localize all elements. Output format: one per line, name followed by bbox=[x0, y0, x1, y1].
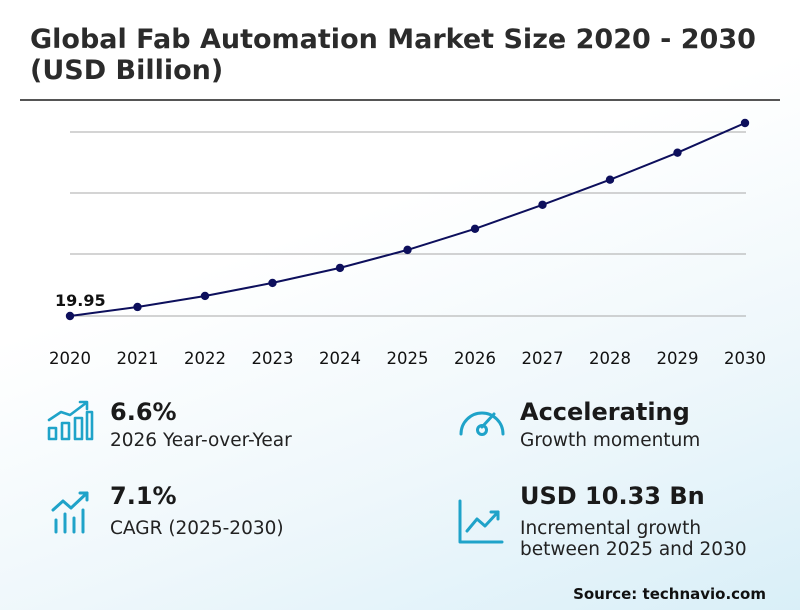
stat-yoy: 6.6% 2026 Year-over-Year bbox=[110, 398, 292, 451]
series-line bbox=[69, 122, 746, 317]
data-point-2026 bbox=[470, 224, 480, 234]
stat-incremental-desc-line2: between 2025 and 2030 bbox=[520, 539, 747, 560]
data-point-2029 bbox=[673, 148, 682, 157]
x-tick-2029: 2029 bbox=[657, 349, 699, 368]
stat-yoy-desc: 2026 Year-over-Year bbox=[110, 430, 292, 451]
data-points bbox=[65, 118, 750, 321]
x-tick-2020: 2020 bbox=[49, 349, 91, 368]
x-tick-2027: 2027 bbox=[522, 349, 564, 368]
x-tick-2024: 2024 bbox=[319, 349, 361, 368]
stat-cagr-desc: CAGR (2025-2030) bbox=[110, 518, 284, 539]
stat-momentum: Accelerating Growth momentum bbox=[520, 398, 700, 451]
stat-incremental-value: USD 10.33 Bn bbox=[520, 482, 705, 510]
data-labels: 19.95 bbox=[55, 291, 106, 310]
x-tick-2028: 2028 bbox=[589, 349, 631, 368]
stat-cagr: 7.1% CAGR (2025-2030) bbox=[110, 482, 284, 539]
chart-title: Global Fab Automation Market Size 2020 -… bbox=[30, 24, 756, 86]
data-point-2022 bbox=[200, 291, 210, 301]
line-chart: 2020 2021 2022 2023 2024 2025 2026 2027 2028 2029… bbox=[49, 118, 766, 368]
stat-momentum-desc: Growth momentum bbox=[520, 430, 701, 451]
line-chart-growth-icon bbox=[458, 499, 504, 544]
bar-chart-growth-icon bbox=[47, 400, 94, 441]
data-point-2027 bbox=[538, 200, 547, 209]
source-credit: Source: technavio.com bbox=[573, 585, 766, 603]
data-point-2028 bbox=[605, 175, 615, 184]
data-point-2030 bbox=[740, 118, 750, 128]
x-tick-2023: 2023 bbox=[252, 349, 294, 368]
data-point-2023 bbox=[268, 278, 277, 288]
stat-cagr-value: 7.1% bbox=[110, 482, 177, 510]
speedometer-icon bbox=[459, 411, 505, 436]
x-tick-2021: 2021 bbox=[117, 349, 159, 368]
data-point-2021 bbox=[133, 302, 142, 312]
data-point-2024 bbox=[335, 263, 345, 273]
x-axis-ticks: 2020 2021 2022 2023 2024 2025 2026 2027 2028 2029… bbox=[49, 349, 766, 368]
data-point-2020 bbox=[65, 311, 75, 321]
stat-momentum-value: Accelerating bbox=[520, 398, 690, 426]
stat-incremental: USD 10.33 Bn Incremental growth between … bbox=[520, 482, 747, 560]
gridlines bbox=[70, 131, 746, 317]
data-label-2020: 19.95 bbox=[55, 291, 106, 310]
title-divider bbox=[20, 99, 780, 101]
data-point-2025 bbox=[403, 245, 412, 255]
trend-bars-icon bbox=[51, 491, 89, 534]
stat-yoy-value: 6.6% bbox=[110, 398, 177, 426]
stat-incremental-desc-line1: Incremental growth bbox=[520, 518, 702, 539]
x-tick-2022: 2022 bbox=[184, 349, 226, 368]
x-tick-2030: 2030 bbox=[724, 349, 766, 368]
x-tick-2025: 2025 bbox=[387, 349, 429, 368]
x-tick-2026: 2026 bbox=[454, 349, 496, 368]
